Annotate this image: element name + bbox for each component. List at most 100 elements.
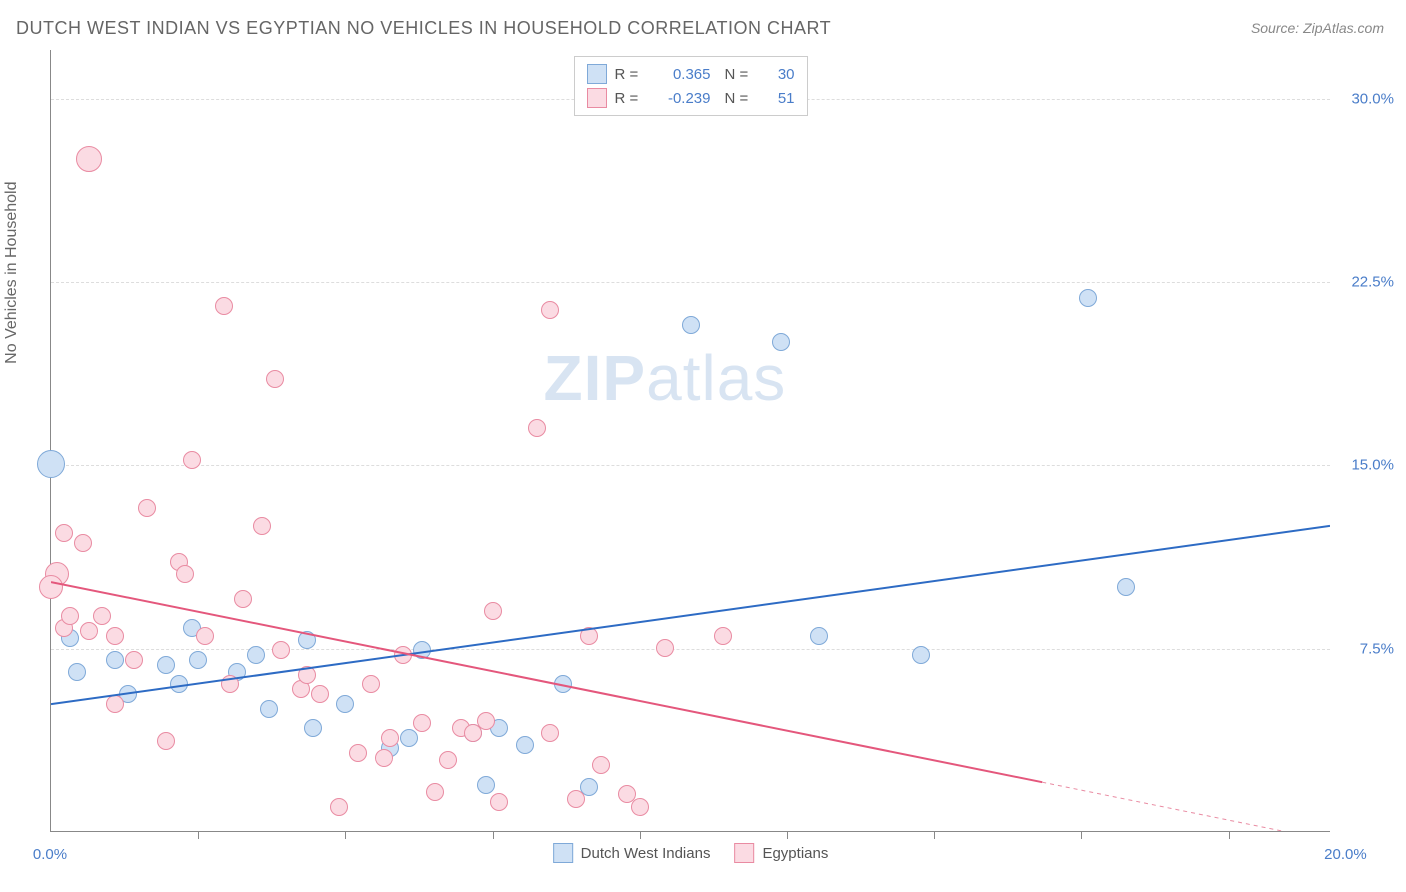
data-point	[541, 724, 559, 742]
data-point	[304, 719, 322, 737]
data-point	[37, 450, 65, 478]
data-point	[76, 146, 102, 172]
legend-row: R = 0.365 N = 30	[587, 62, 795, 86]
x-tick	[198, 831, 199, 839]
data-point	[656, 639, 674, 657]
legend-swatch	[587, 64, 607, 84]
data-point	[426, 783, 444, 801]
data-point	[157, 732, 175, 750]
data-point	[125, 651, 143, 669]
legend-swatch	[587, 88, 607, 108]
data-point	[106, 695, 124, 713]
data-point	[772, 333, 790, 351]
legend-item: Dutch West Indians	[553, 843, 711, 863]
data-point	[580, 627, 598, 645]
x-tick	[1081, 831, 1082, 839]
series-legend: Dutch West Indians Egyptians	[553, 843, 829, 863]
data-point	[490, 793, 508, 811]
data-point	[912, 646, 930, 664]
data-point	[810, 627, 828, 645]
legend-n-value: 30	[761, 66, 795, 83]
legend-item: Egyptians	[734, 843, 828, 863]
data-point	[170, 675, 188, 693]
data-point	[1117, 578, 1135, 596]
gridline	[51, 282, 1330, 283]
data-point	[68, 663, 86, 681]
data-point	[74, 534, 92, 552]
legend-r-value: 0.365	[651, 66, 711, 83]
data-point	[61, 607, 79, 625]
x-tick-zero: 0.0%	[33, 846, 67, 863]
data-point	[631, 798, 649, 816]
data-point	[1079, 289, 1097, 307]
data-point	[189, 651, 207, 669]
data-point	[477, 776, 495, 794]
watermark: ZIPatlas	[544, 341, 787, 415]
plot-area: ZIPatlas R =0.365N =30R =-0.239N =51 Dut…	[50, 50, 1330, 832]
x-tick	[1229, 831, 1230, 839]
data-point	[106, 627, 124, 645]
legend-r-value: -0.239	[651, 90, 711, 107]
legend-n-label: N =	[725, 66, 753, 83]
data-point	[55, 524, 73, 542]
legend-row: R =-0.239N =51	[587, 86, 795, 110]
x-tick	[787, 831, 788, 839]
data-point	[362, 675, 380, 693]
gridline	[51, 465, 1330, 466]
data-point	[247, 646, 265, 664]
data-point	[311, 685, 329, 703]
data-point	[528, 419, 546, 437]
data-point	[413, 714, 431, 732]
legend-n-value: 51	[761, 90, 795, 107]
data-point	[394, 646, 412, 664]
data-point	[234, 590, 252, 608]
y-tick-label: 30.0%	[1334, 90, 1394, 107]
data-point	[336, 695, 354, 713]
data-point	[157, 656, 175, 674]
data-point	[477, 712, 495, 730]
data-point	[516, 736, 534, 754]
data-point	[176, 565, 194, 583]
data-point	[39, 575, 63, 599]
data-point	[80, 622, 98, 640]
data-point	[413, 641, 431, 659]
data-point	[375, 749, 393, 767]
source-attribution: Source: ZipAtlas.com	[1251, 20, 1384, 36]
y-tick-label: 7.5%	[1334, 640, 1394, 657]
data-point	[541, 301, 559, 319]
data-point	[298, 631, 316, 649]
legend-series-name: Dutch West Indians	[581, 845, 711, 862]
data-point	[215, 297, 233, 315]
data-point	[183, 451, 201, 469]
legend-series-name: Egyptians	[762, 845, 828, 862]
y-tick-label: 22.5%	[1334, 274, 1394, 291]
data-point	[260, 700, 278, 718]
data-point	[138, 499, 156, 517]
legend-r-label: R =	[615, 90, 643, 107]
data-point	[592, 756, 610, 774]
data-point	[714, 627, 732, 645]
data-point	[196, 627, 214, 645]
legend-swatch	[553, 843, 573, 863]
data-point	[554, 675, 572, 693]
trend-lines	[51, 50, 1330, 831]
y-axis-label: No Vehicles in Household	[3, 181, 21, 363]
data-point	[330, 798, 348, 816]
data-point	[221, 675, 239, 693]
x-tick	[493, 831, 494, 839]
legend-r-label: R =	[615, 66, 643, 83]
data-point	[106, 651, 124, 669]
data-point	[253, 517, 271, 535]
data-point	[349, 744, 367, 762]
data-point	[567, 790, 585, 808]
y-tick-label: 15.0%	[1334, 457, 1394, 474]
x-tick	[640, 831, 641, 839]
data-point	[400, 729, 418, 747]
legend-swatch	[734, 843, 754, 863]
x-tick-max: 20.0%	[1324, 846, 1367, 863]
data-point	[298, 666, 316, 684]
data-point	[266, 370, 284, 388]
correlation-legend: R =0.365N =30R =-0.239N =51	[574, 56, 808, 116]
x-tick	[345, 831, 346, 839]
data-point	[381, 729, 399, 747]
